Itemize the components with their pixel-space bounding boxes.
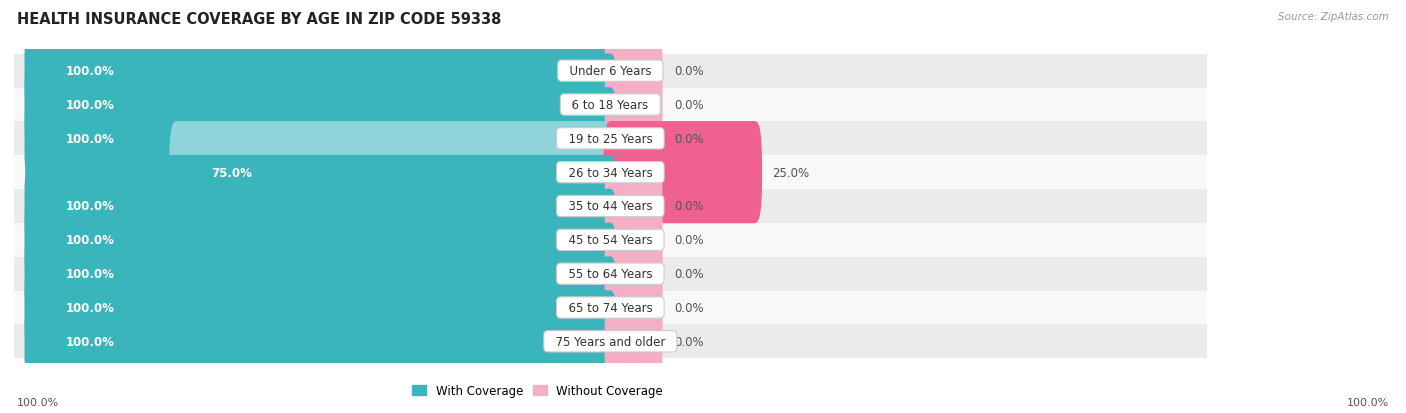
- FancyBboxPatch shape: [24, 54, 617, 156]
- FancyBboxPatch shape: [24, 223, 617, 325]
- Text: 100.0%: 100.0%: [1347, 397, 1389, 407]
- FancyBboxPatch shape: [605, 95, 662, 183]
- Text: 75 Years and older: 75 Years and older: [548, 335, 673, 348]
- FancyBboxPatch shape: [605, 61, 662, 150]
- Bar: [14, 325, 1206, 358]
- FancyBboxPatch shape: [605, 196, 662, 285]
- Text: 26 to 34 Years: 26 to 34 Years: [561, 166, 659, 179]
- Bar: [14, 88, 1206, 122]
- Text: 45 to 54 Years: 45 to 54 Years: [561, 234, 659, 247]
- Text: 100.0%: 100.0%: [66, 335, 115, 348]
- Text: 100.0%: 100.0%: [66, 301, 115, 314]
- Text: Source: ZipAtlas.com: Source: ZipAtlas.com: [1278, 12, 1389, 22]
- Text: 35 to 44 Years: 35 to 44 Years: [561, 200, 659, 213]
- Bar: [14, 257, 1206, 291]
- Bar: [14, 156, 1206, 190]
- Bar: [14, 122, 1206, 156]
- FancyBboxPatch shape: [605, 162, 662, 251]
- Text: 6 to 18 Years: 6 to 18 Years: [564, 99, 657, 112]
- Bar: [14, 223, 1206, 257]
- Bar: [14, 190, 1206, 223]
- Text: 0.0%: 0.0%: [673, 133, 703, 145]
- FancyBboxPatch shape: [169, 122, 617, 224]
- Text: Under 6 Years: Under 6 Years: [562, 65, 659, 78]
- Text: 100.0%: 100.0%: [17, 397, 59, 407]
- Text: 0.0%: 0.0%: [673, 268, 703, 280]
- FancyBboxPatch shape: [605, 230, 662, 318]
- Text: 0.0%: 0.0%: [673, 335, 703, 348]
- FancyBboxPatch shape: [24, 257, 617, 359]
- FancyBboxPatch shape: [605, 263, 662, 352]
- FancyBboxPatch shape: [24, 189, 617, 291]
- Text: 100.0%: 100.0%: [66, 268, 115, 280]
- Bar: [14, 55, 1206, 88]
- Text: 0.0%: 0.0%: [673, 301, 703, 314]
- FancyBboxPatch shape: [24, 88, 617, 190]
- FancyBboxPatch shape: [605, 27, 662, 116]
- FancyBboxPatch shape: [605, 297, 662, 386]
- Text: 19 to 25 Years: 19 to 25 Years: [561, 133, 659, 145]
- Text: HEALTH INSURANCE COVERAGE BY AGE IN ZIP CODE 59338: HEALTH INSURANCE COVERAGE BY AGE IN ZIP …: [17, 12, 502, 27]
- Text: 65 to 74 Years: 65 to 74 Years: [561, 301, 659, 314]
- Text: 100.0%: 100.0%: [66, 65, 115, 78]
- Text: 75.0%: 75.0%: [211, 166, 252, 179]
- Text: 0.0%: 0.0%: [673, 234, 703, 247]
- FancyBboxPatch shape: [24, 21, 617, 123]
- Text: 0.0%: 0.0%: [673, 65, 703, 78]
- FancyBboxPatch shape: [603, 122, 762, 224]
- Legend: With Coverage, Without Coverage: With Coverage, Without Coverage: [408, 379, 668, 401]
- Text: 100.0%: 100.0%: [66, 133, 115, 145]
- Text: 100.0%: 100.0%: [66, 99, 115, 112]
- Bar: [14, 291, 1206, 325]
- Text: 25.0%: 25.0%: [772, 166, 810, 179]
- Text: 0.0%: 0.0%: [673, 200, 703, 213]
- Text: 55 to 64 Years: 55 to 64 Years: [561, 268, 659, 280]
- Text: 100.0%: 100.0%: [66, 234, 115, 247]
- FancyBboxPatch shape: [24, 290, 617, 392]
- Text: 0.0%: 0.0%: [673, 99, 703, 112]
- FancyBboxPatch shape: [24, 156, 617, 257]
- Text: 100.0%: 100.0%: [66, 200, 115, 213]
